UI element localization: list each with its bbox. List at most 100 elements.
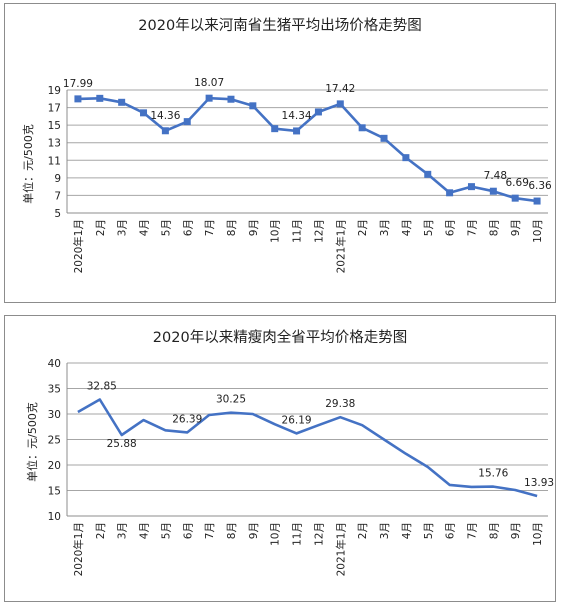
- x-tick-label: 2月: [357, 219, 369, 236]
- data-point-marker: [74, 95, 82, 103]
- y-tick-label: 25: [48, 435, 61, 447]
- x-tick-label: 11月: [292, 522, 304, 546]
- x-tick-labels: 2020年1月 2月 3月 4月 5月 6月 7月 8月 9月 10月 11月 12月 2021年1月 2…: [72, 219, 544, 273]
- x-tick-labels: 2020年1月 2月 3月 4月 5月 6月 7月 8月 9月 10月 11月 12月 2021年1月 2…: [72, 522, 544, 576]
- y-tick-labels: 10 15 20 25 30 35 40: [48, 358, 61, 523]
- series-line-path: [77, 398, 538, 498]
- x-tick-label: 2月: [95, 219, 107, 236]
- data-label: 7.48: [484, 170, 507, 182]
- chart-panel-lean-pork-price: 2020年以来精瘦肉全省平均价格走势图 单位：元/500克 10 15 20 25 30…: [4, 315, 556, 602]
- data-point-marker: [489, 187, 497, 195]
- x-tick-label: 4月: [139, 522, 151, 539]
- y-tick-label: 40: [48, 358, 61, 370]
- y-tick-label: 7: [54, 190, 61, 202]
- x-tick-label: 4月: [401, 219, 413, 236]
- data-point-marker: [314, 108, 322, 116]
- data-label: 18.07: [194, 77, 224, 89]
- x-tick-label: 5月: [423, 522, 435, 539]
- x-tick-label: 12月: [313, 522, 325, 546]
- data-point-marker: [140, 109, 148, 117]
- data-label: 13.93: [524, 477, 554, 489]
- x-tick-label: 6月: [445, 219, 457, 236]
- x-tick-label: 3月: [117, 219, 129, 236]
- data-point-marker: [249, 102, 257, 110]
- series-line: [74, 94, 541, 205]
- x-tick-label: 5月: [160, 522, 172, 539]
- data-labels: 17.99 14.36 18.07 14.34 17.42 7.486.69 6.36: [63, 77, 552, 192]
- y-tick-label: 35: [48, 384, 61, 396]
- x-tick-label: 3月: [379, 219, 391, 236]
- data-point-marker: [533, 197, 541, 205]
- y-tick-label: 9: [54, 173, 61, 185]
- y-tick-label: 20: [48, 460, 61, 472]
- x-tick-label: 10月: [270, 522, 282, 546]
- x-tick-label: 8月: [488, 522, 500, 539]
- data-label: 26.39: [172, 413, 202, 425]
- y-tick-label: 17: [48, 103, 61, 115]
- data-label: 14.34: [282, 110, 312, 122]
- y-tick-label: 30: [48, 409, 61, 421]
- data-point-marker: [293, 127, 301, 135]
- data-label: 6.36: [528, 180, 552, 192]
- y-tick-label: 10: [48, 511, 61, 523]
- x-tick-label: 4月: [139, 219, 151, 236]
- data-point-marker: [467, 183, 475, 191]
- x-tick-label: 9月: [248, 219, 260, 236]
- data-point-marker: [227, 95, 235, 103]
- data-label: 29.38: [325, 398, 355, 410]
- x-tick-label: 2021年1月: [334, 219, 347, 273]
- y-tick-label: 15: [48, 120, 61, 132]
- x-tick-label: 5月: [423, 219, 435, 236]
- data-point-marker: [161, 127, 169, 135]
- data-label: 15.76: [478, 468, 508, 480]
- data-point-marker: [424, 170, 432, 178]
- x-tick-label: 7月: [204, 219, 216, 236]
- y-axis-label: 单位：元/500克: [25, 402, 39, 482]
- gridlines: [66, 89, 548, 214]
- x-tick-label: 6月: [182, 522, 194, 539]
- x-tick-label: 9月: [510, 522, 522, 539]
- x-tick-label: 2月: [95, 522, 107, 539]
- x-tick-label: 4月: [401, 522, 413, 539]
- y-tick-label: 19: [48, 85, 61, 97]
- x-tick-label: 8月: [226, 522, 238, 539]
- y-tick-label: 11: [48, 155, 61, 167]
- lean-pork-price-chart: 2020年以来精瘦肉全省平均价格走势图 单位：元/500克 10 15 20 25 30…: [25, 328, 554, 576]
- hog-price-chart: 2020年以来河南省生猪平均出场价格走势图 单位：元/500克 57911131…: [21, 17, 552, 273]
- data-point-marker: [380, 134, 388, 142]
- data-point-marker: [205, 94, 213, 102]
- x-tick-label: 10月: [532, 219, 544, 243]
- x-tick-label: 2021年1月: [334, 522, 347, 576]
- y-tick-label: 13: [48, 138, 61, 150]
- y-tick-label: 15: [48, 486, 61, 498]
- data-point-marker: [271, 125, 279, 133]
- data-point-marker: [446, 189, 454, 197]
- x-tick-label: 6月: [182, 219, 194, 236]
- x-tick-label: 2月: [357, 522, 369, 539]
- y-tick-labels: 5 7 9 11 13 15 17 19: [48, 85, 61, 220]
- x-tick-label: 8月: [488, 219, 500, 236]
- x-tick-label: 9月: [248, 522, 260, 539]
- data-label: 32.85: [87, 380, 117, 392]
- gridlines: [66, 362, 548, 517]
- series-line-path: [77, 96, 538, 203]
- x-tick-label: 6月: [445, 522, 457, 539]
- x-tick-label: 11月: [292, 219, 304, 243]
- data-point-marker: [118, 98, 126, 106]
- data-label: 26.19: [282, 414, 312, 426]
- x-tick-label: 3月: [117, 522, 129, 539]
- x-tick-label: 10月: [270, 219, 282, 243]
- series-line: [77, 398, 538, 498]
- x-tick-label: 5月: [160, 219, 172, 236]
- y-axis-label: 单位：元/500克: [21, 124, 35, 204]
- data-label: 17.99: [63, 78, 93, 90]
- data-labels: 32.85 25.88 26.39 30.25 26.19 29.38 15.76 13.93: [87, 380, 554, 488]
- x-tick-label: 3月: [379, 522, 391, 539]
- x-tick-label: 2020年1月: [72, 522, 85, 576]
- chart-panel-hog-price: 2020年以来河南省生猪平均出场价格走势图 单位：元/500克 5 7 9 11 13 1…: [4, 3, 556, 303]
- x-tick-label: 9月: [510, 219, 522, 236]
- x-tick-label: 7月: [466, 219, 478, 236]
- data-point-marker: [96, 94, 104, 102]
- y-tick-label: 5: [54, 208, 61, 220]
- data-label: 30.25: [216, 394, 246, 406]
